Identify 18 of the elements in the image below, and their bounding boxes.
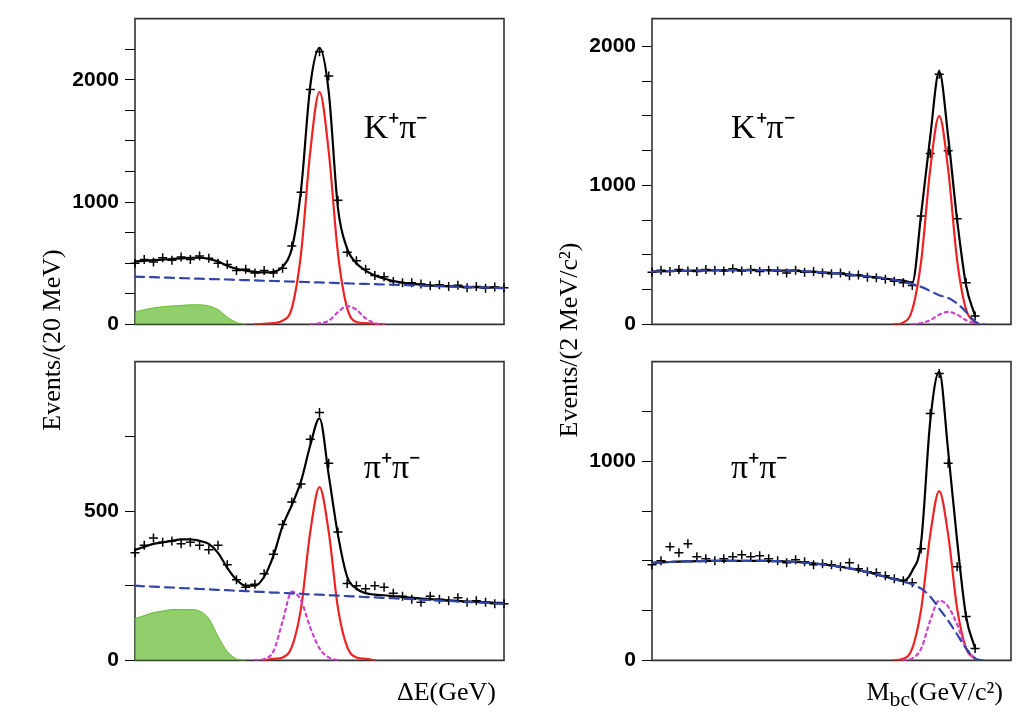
y-tick-label: 500 [83,497,119,521]
annotation: K⁺π⁻ [363,107,428,145]
x-axis-title: ΔE(GeV) [396,677,496,707]
y-tick-label: 1000 [589,172,636,196]
y-axis-title: Events/(20 MeV) [37,249,67,431]
y-tick-label: 2000 [72,66,119,90]
y-tick-label: 1000 [589,448,636,471]
y-tick-label: 2000 [589,33,636,57]
y-axis-title: Events/(2 MeV/c²) [554,242,584,438]
annotation: π⁺π⁻ [730,448,788,486]
x-axis-title: M$_{bc}$(GeV/c²) [866,677,1003,713]
y-tick-label: 0 [107,311,119,335]
y-tick-label: 0 [107,647,119,671]
annotation: π⁺π⁻ [363,448,421,486]
y-tick-label: 1000 [72,188,119,212]
y-tick-label: 0 [624,311,636,335]
y-tick-label: 0 [624,647,636,671]
annotation: K⁺π⁻ [730,107,795,145]
